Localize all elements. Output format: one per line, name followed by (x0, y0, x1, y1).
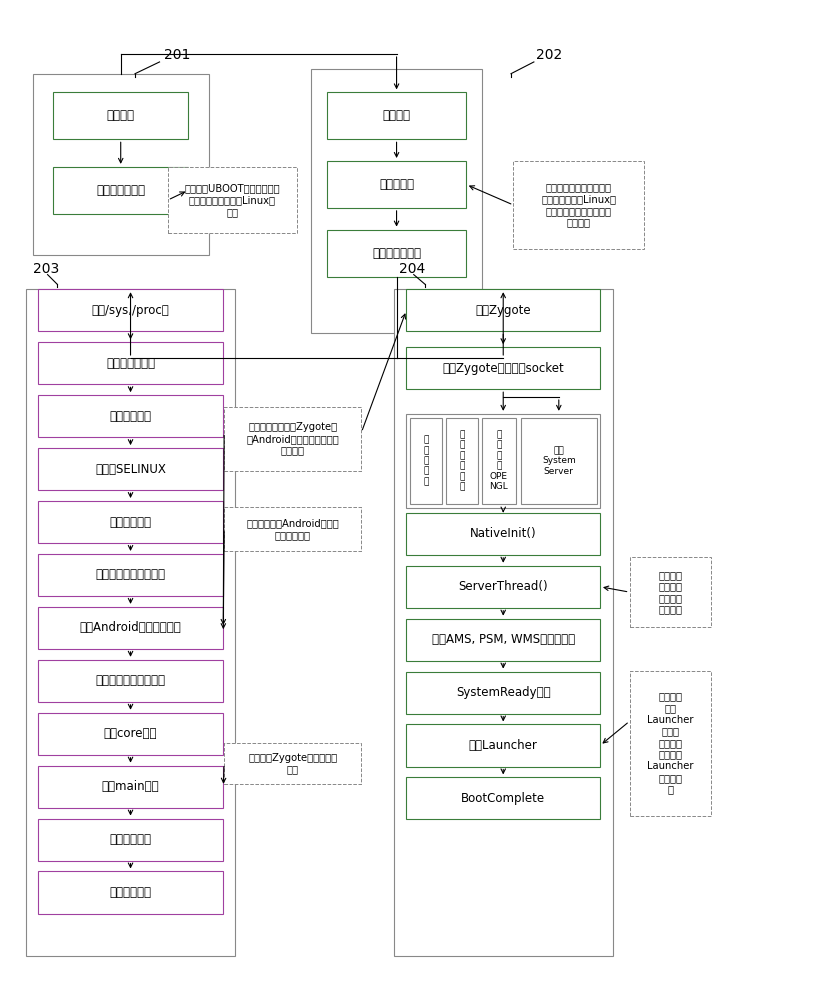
Bar (38, 448, 224, 490)
Bar (394, 289, 613, 956)
Text: 挂载/sys,/proc等: 挂载/sys,/proc等 (92, 304, 169, 317)
Text: NativeInit(): NativeInit() (470, 527, 536, 540)
Text: 202: 202 (535, 48, 562, 62)
Bar (311, 69, 482, 333)
Bar (327, 92, 466, 139)
Bar (406, 724, 600, 767)
Bar (38, 289, 224, 331)
Text: 驱动初始化: 驱动初始化 (379, 178, 414, 191)
Text: 硬件检测: 硬件检测 (107, 109, 135, 122)
Bar (630, 671, 711, 816)
Bar (27, 289, 234, 956)
Text: 启动core服务: 启动core服务 (103, 727, 158, 740)
Bar (38, 554, 224, 596)
Text: 启动AMS, PSM, WMS等系统服务: 启动AMS, PSM, WMS等系统服务 (432, 633, 575, 646)
Bar (38, 501, 224, 543)
Bar (38, 395, 224, 437)
Bar (409, 418, 442, 504)
Text: 优化后，挂载Android各文件
系统也会提前: 优化后，挂载Android各文件 系统也会提前 (246, 518, 339, 540)
Bar (406, 619, 600, 661)
Bar (53, 167, 188, 214)
Bar (406, 414, 600, 508)
Bar (38, 818, 224, 861)
Bar (406, 672, 600, 714)
Bar (520, 418, 597, 504)
Bar (327, 230, 466, 277)
Text: 初始化SELINUX: 初始化SELINUX (95, 463, 166, 476)
Text: 加
载
预
置
OPE
NGL: 加 载 预 置 OPE NGL (490, 430, 508, 491)
Text: 解析启动脚本: 解析启动脚本 (109, 516, 152, 529)
Text: 进入守护程序: 进入守护程序 (109, 886, 152, 899)
Text: 优化后，
对系统服
务也做一
定的调整: 优化后， 对系统服 务也做一 定的调整 (658, 570, 682, 615)
Bar (406, 777, 600, 819)
Text: 加
载
预
置
类: 加 载 预 置 类 (424, 436, 429, 486)
Bar (38, 607, 224, 649)
Text: 优化后，提前启动Zygote，
把Android的启动流程提前，
加速开机: 优化后，提前启动Zygote， 把Android的启动流程提前， 加速开机 (246, 422, 339, 455)
Text: 构建根目录的目录结构: 构建根目录的目录结构 (96, 568, 165, 581)
Text: 各种初始化工作: 各种初始化工作 (96, 184, 145, 197)
Bar (224, 743, 361, 784)
Bar (327, 161, 466, 208)
Bar (406, 513, 600, 555)
Text: 启动Launcher: 启动Launcher (469, 739, 538, 752)
Bar (224, 407, 361, 471)
Text: SystemReady（）: SystemReady（） (456, 686, 550, 699)
Bar (406, 347, 600, 389)
Bar (38, 660, 224, 702)
Text: 前置步骤: 前置步骤 (383, 109, 410, 122)
Text: 启动Zygote: 启动Zygote (475, 304, 531, 317)
Text: 优化前，Zygote是在这里启
动的: 优化前，Zygote是在这里启 动的 (249, 753, 337, 774)
Bar (224, 507, 361, 551)
Bar (445, 418, 478, 504)
Bar (53, 92, 188, 139)
Text: 创建Zygote客户端的socket: 创建Zygote客户端的socket (442, 362, 564, 375)
Bar (630, 557, 711, 627)
Text: 挂载Android各个文件系统: 挂载Android各个文件系统 (80, 621, 182, 634)
Text: 加
载
预
置
资
源: 加 载 预 置 资 源 (460, 430, 465, 491)
Bar (406, 566, 600, 608)
Text: 204: 204 (399, 262, 425, 276)
Bar (38, 342, 224, 384)
Text: 201: 201 (163, 48, 190, 62)
Text: 这里会对UBOOT进行裁剪，把
不必要的初始化放到Linux中
去做: 这里会对UBOOT进行裁剪，把 不必要的初始化放到Linux中 去做 (184, 184, 280, 217)
Bar (38, 871, 224, 914)
Text: 203: 203 (33, 262, 59, 276)
Text: 解析启动参数: 解析启动参数 (109, 410, 152, 423)
Text: BootComplete: BootComplete (461, 792, 545, 805)
Text: 初始化属性系统: 初始化属性系统 (106, 357, 155, 370)
Bar (38, 713, 224, 755)
Bar (33, 74, 208, 255)
Text: 挂载根文件系统: 挂载根文件系统 (372, 247, 421, 260)
Bar (481, 418, 516, 504)
Bar (406, 289, 600, 331)
Bar (168, 167, 297, 233)
Text: 这里会对一系列外设驱动
做优化，不阻塞Linux的
启动流程，加快根文件系
统的挂载: 这里会对一系列外设驱动 做优化，不阻塞Linux的 启动流程，加快根文件系 统的… (541, 183, 616, 227)
Text: 启动
System
Server: 启动 System Server (542, 446, 575, 476)
Bar (38, 766, 224, 808)
Text: ServerThread(): ServerThread() (459, 580, 548, 593)
Text: 服务启动前初始化工作: 服务启动前初始化工作 (96, 674, 165, 687)
Text: 优化后，
也对
Launcher
进行优
化，尽可
能快的把
Launcher
先显示出
来: 优化后， 也对 Launcher 进行优 化，尽可 能快的把 Launcher … (647, 692, 694, 794)
Text: 启动其他服务: 启动其他服务 (109, 833, 152, 846)
Bar (514, 161, 644, 249)
Text: 启动main服务: 启动main服务 (102, 780, 159, 793)
